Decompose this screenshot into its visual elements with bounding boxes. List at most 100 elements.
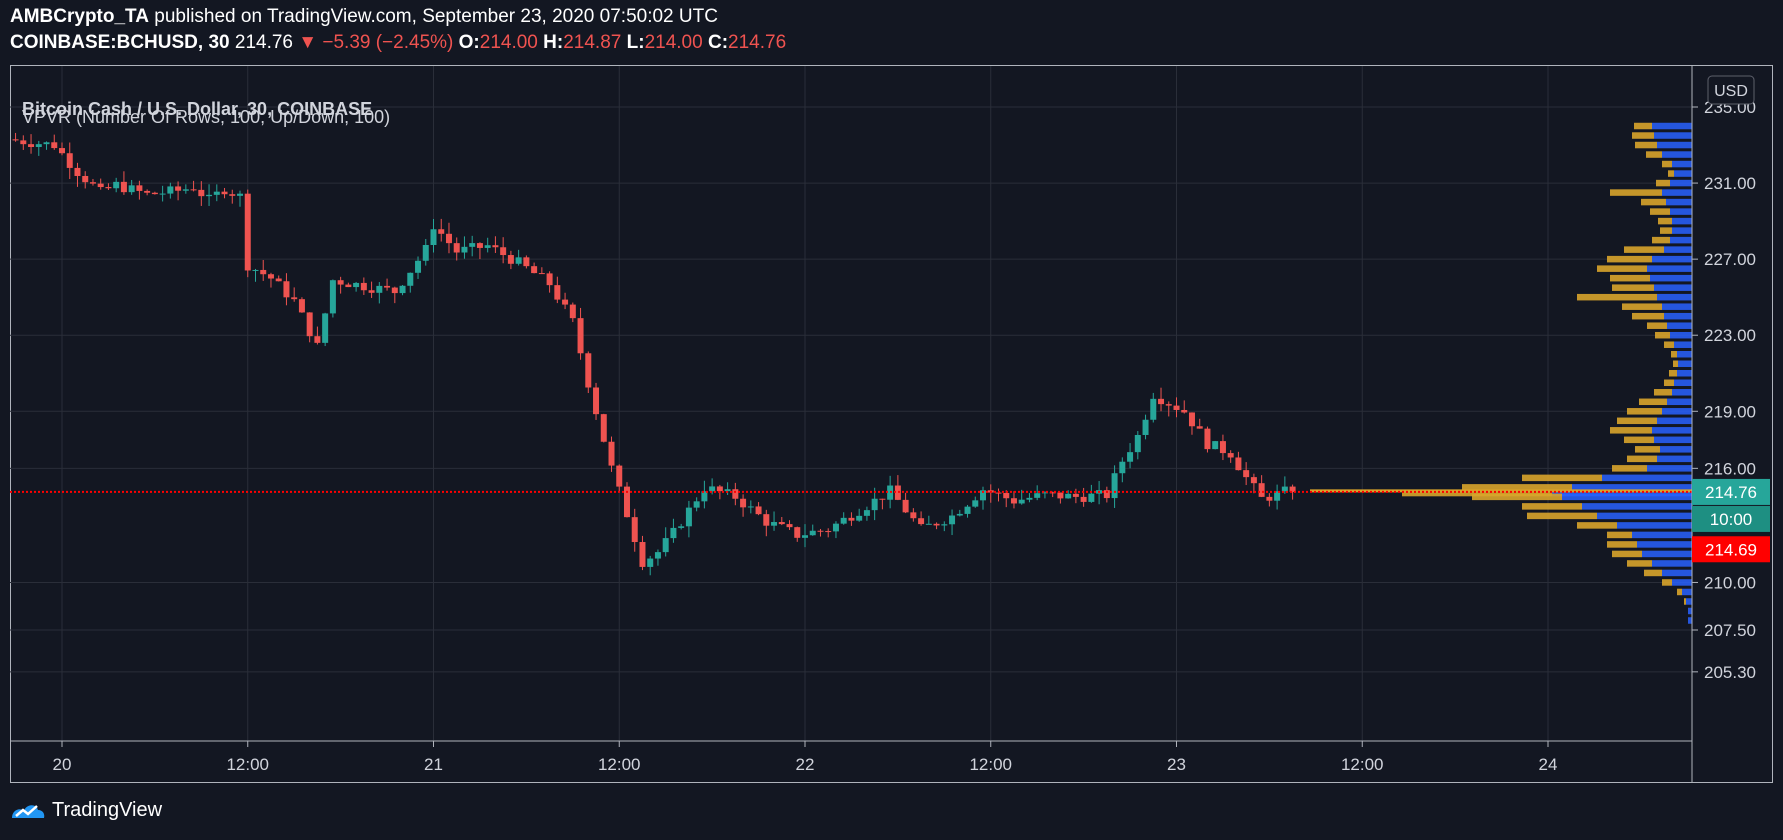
time-tick-label: 12:00 bbox=[598, 755, 641, 774]
publisher-name[interactable]: AMBCrypto_TA bbox=[10, 6, 149, 27]
vpvr-down-bar bbox=[1577, 522, 1617, 529]
candle-body bbox=[600, 414, 607, 442]
vpvr-up-bar bbox=[1642, 550, 1692, 558]
vpvr-up-bar bbox=[1650, 274, 1692, 282]
indicator-label[interactable]: VPVR (Number Of Rows, 100, Up/Down, 100) bbox=[22, 107, 390, 127]
vpvr-up-bar bbox=[1657, 417, 1692, 425]
vpvr-down-bar bbox=[1632, 132, 1654, 139]
candle-body bbox=[925, 523, 932, 525]
candle-body bbox=[144, 190, 151, 193]
low-label: L: bbox=[626, 32, 645, 53]
time-tick-label: 24 bbox=[1539, 755, 1558, 774]
candle-body bbox=[1142, 419, 1149, 435]
vpvr-down-bar bbox=[1660, 227, 1672, 234]
candle-body bbox=[1158, 398, 1165, 405]
vpvr-up-bar bbox=[1672, 579, 1692, 586]
vpvr-down-bar bbox=[1624, 436, 1654, 444]
vpvr-down-bar bbox=[1677, 588, 1682, 596]
vpvr-up-bar bbox=[1662, 408, 1692, 415]
candle-body bbox=[329, 280, 336, 314]
candle-body bbox=[175, 186, 182, 191]
candle-body bbox=[639, 542, 646, 567]
candle-body bbox=[840, 517, 847, 524]
candle-body bbox=[802, 535, 808, 538]
candle-body bbox=[863, 510, 870, 516]
candle-body bbox=[120, 181, 127, 193]
vpvr-up-bar bbox=[1662, 303, 1692, 310]
candle-body bbox=[740, 498, 747, 508]
candle-body bbox=[430, 229, 437, 246]
candle-body bbox=[51, 142, 58, 149]
vpvr-up-bar bbox=[1688, 607, 1692, 615]
price-axis[interactable]: 235.00231.00227.00223.00219.00216.00210.… bbox=[1691, 66, 1756, 782]
vpvr-down-bar bbox=[1612, 284, 1654, 291]
vpvr-up-bar bbox=[1670, 331, 1692, 339]
candle-body bbox=[128, 185, 135, 193]
candle-body bbox=[964, 506, 971, 514]
grid bbox=[10, 66, 1692, 741]
candle-body bbox=[1289, 486, 1296, 492]
tradingview-brand[interactable]: TradingView bbox=[10, 798, 162, 822]
candle-body bbox=[1041, 492, 1048, 494]
vpvr-down-bar bbox=[1522, 503, 1582, 510]
vpvr-down-bar bbox=[1658, 217, 1672, 225]
price-tick-label: 219.00 bbox=[1704, 402, 1756, 421]
candle-body bbox=[1134, 434, 1141, 453]
candle-body bbox=[97, 183, 104, 188]
candle-body bbox=[716, 486, 723, 492]
vpvr-down-bar bbox=[1627, 560, 1652, 567]
vpvr-up-bar bbox=[1647, 265, 1692, 272]
time-axis[interactable]: 20 12:00 21 12:00 22 12:00 23 12:00 24 bbox=[10, 740, 1692, 774]
vpvr-up-bar bbox=[1632, 531, 1692, 539]
vpvr-up-bar bbox=[1662, 151, 1692, 158]
vpvr-down-bar bbox=[1654, 389, 1672, 396]
vpvr-up-bar bbox=[1652, 427, 1692, 434]
close-label: C: bbox=[707, 32, 729, 53]
candle-body bbox=[136, 185, 143, 191]
vpvr-down-bar bbox=[1646, 151, 1662, 158]
down-arrow-icon: ▼ bbox=[298, 32, 318, 53]
vpvr-down-bar bbox=[1622, 303, 1662, 310]
vpvr-up-bar bbox=[1662, 189, 1692, 196]
candle-body bbox=[345, 284, 352, 288]
candle-body bbox=[1018, 499, 1025, 504]
vpvr-down-bar bbox=[1617, 417, 1657, 425]
vpvr-down-bar bbox=[1635, 141, 1657, 149]
vpvr-up-bar bbox=[1562, 493, 1692, 501]
publication-header: AMBCrypto_TA published on TradingView.co… bbox=[10, 6, 718, 28]
candle-body bbox=[35, 144, 42, 147]
time-tick-label: 12:00 bbox=[226, 755, 269, 774]
vpvr-up-bar bbox=[1674, 170, 1692, 177]
candle-body bbox=[755, 506, 762, 515]
candle-body bbox=[484, 245, 491, 248]
countdown-tag-bg bbox=[1692, 505, 1770, 532]
candle-body bbox=[260, 269, 267, 275]
candle-body bbox=[1274, 491, 1281, 501]
candle-body bbox=[515, 257, 522, 264]
open-label: O: bbox=[458, 32, 480, 53]
candle-body bbox=[1080, 496, 1087, 502]
candle-body bbox=[314, 336, 321, 343]
candle-body bbox=[1181, 409, 1188, 413]
symbol-label: COINBASE:BCHUSD, 30 bbox=[10, 32, 230, 53]
candle-body bbox=[252, 269, 259, 271]
currency-button[interactable]: USD bbox=[1707, 75, 1755, 105]
vpvr-down-bar bbox=[1402, 489, 1552, 497]
vpvr-down-bar bbox=[1610, 274, 1650, 282]
candle-body bbox=[1119, 461, 1126, 474]
candle-body bbox=[809, 530, 816, 536]
vpvr-up-bar bbox=[1682, 588, 1692, 596]
candle-body bbox=[678, 526, 685, 528]
vpvr-down-bar bbox=[1632, 312, 1664, 320]
candle-body bbox=[933, 523, 940, 526]
time-tick-label: 20 bbox=[53, 755, 72, 774]
vpvr-up-bar bbox=[1652, 560, 1692, 567]
vpvr-up-bar bbox=[1582, 503, 1692, 510]
close-value: 214.76 bbox=[728, 32, 787, 53]
ohlc-header: COINBASE:BCHUSD, 30 214.76 ▼ −5.39 (−2.4… bbox=[10, 32, 786, 54]
candle-body bbox=[244, 193, 251, 271]
vpvr-down-bar bbox=[1647, 322, 1667, 329]
candle-body bbox=[608, 441, 615, 466]
time-tick-label: 21 bbox=[424, 755, 443, 774]
